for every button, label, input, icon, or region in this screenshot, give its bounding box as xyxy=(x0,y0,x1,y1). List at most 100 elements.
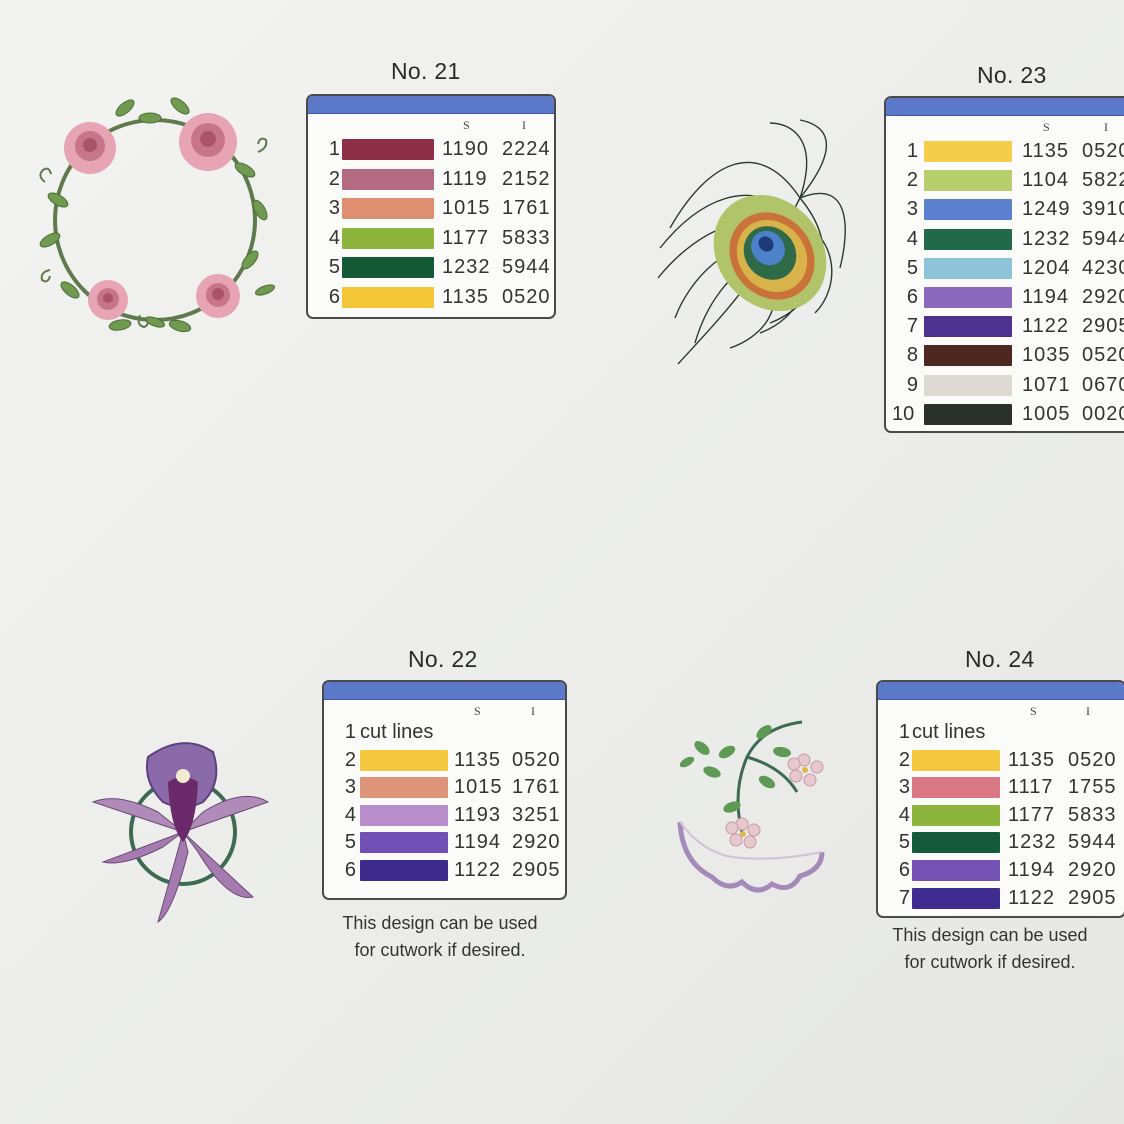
s-thread-code: 1117 xyxy=(1008,776,1054,799)
s-thread-code: 1135 xyxy=(442,285,490,308)
thread-color-swatch xyxy=(912,860,1000,881)
thread-color-swatch xyxy=(924,199,1012,221)
thread-color-swatch xyxy=(924,403,1012,425)
chart-header-band xyxy=(324,682,565,700)
cutwork-note-line2: for cutwork if desired. xyxy=(904,952,1076,972)
cutwork-note-line2: for cutwork if desired. xyxy=(354,940,526,960)
design-title-24: No. 24 xyxy=(965,646,1035,672)
i-thread-code: 1761 xyxy=(512,776,561,799)
s-thread-code: 1190 xyxy=(442,138,490,160)
thread-color-swatch xyxy=(342,257,434,278)
i-thread-code: 2920 xyxy=(1068,859,1117,881)
thread-color-swatch xyxy=(342,139,434,160)
i-thread-code: 2920 xyxy=(1082,286,1124,308)
i-thread-code: 0520 xyxy=(512,748,561,771)
table-row: 6 1135 0520 xyxy=(308,284,554,311)
thread-color-swatch xyxy=(924,141,1012,162)
row-number: 1 xyxy=(906,140,918,162)
row-number: 2 xyxy=(344,748,356,771)
thread-color-swatch xyxy=(360,860,448,881)
rose-wreath-embroidery-icon xyxy=(39,97,275,333)
s-thread-code: 1015 xyxy=(454,776,503,799)
table-row: 1 cut lines xyxy=(878,719,1124,746)
thread-color-swatch xyxy=(342,286,434,308)
design-title-21: No. 21 xyxy=(391,58,461,84)
chart-header-band xyxy=(308,96,554,114)
thread-color-chart-22: S I 1 cut lines 2 1135 0520 3 1015 1761 4 1193 3251 5… xyxy=(322,680,567,900)
table-row: 5 1232 5944 xyxy=(308,254,554,281)
s-thread-code: 1122 xyxy=(1008,886,1056,909)
s-thread-code: 1122 xyxy=(454,859,502,881)
i-thread-code: 2224 xyxy=(502,138,551,160)
row-number: 9 xyxy=(906,373,918,396)
row-number: 5 xyxy=(898,831,910,854)
s-thread-code: 1135 xyxy=(1022,140,1070,162)
s-thread-code: 1194 xyxy=(454,831,502,854)
s-thread-code: 1015 xyxy=(442,197,491,219)
cut-lines-label: cut lines xyxy=(912,721,986,743)
s-thread-code: 1249 xyxy=(1022,198,1071,221)
thread-color-swatch xyxy=(360,832,448,854)
table-row: 2 1119 2152 xyxy=(308,166,554,193)
row-number: 8 xyxy=(906,344,918,367)
row-number: 3 xyxy=(906,198,918,221)
table-row: 6 1194 2920 xyxy=(878,857,1124,884)
table-row: 4 1193 3251 xyxy=(324,802,565,829)
row-number: 4 xyxy=(328,226,340,249)
s-thread-code: 1071 xyxy=(1022,373,1071,396)
s-thread-code: 1204 xyxy=(1022,256,1071,279)
table-row: 4 1232 5944 xyxy=(886,226,1124,253)
s-thread-code: 1232 xyxy=(442,256,491,278)
cutwork-note-24: This design can be used for cutwork if d… xyxy=(880,922,1100,976)
table-row: 1 cut lines xyxy=(324,719,565,746)
table-row: 7 1122 2905 xyxy=(878,885,1124,912)
cutwork-note-line1: This design can be used xyxy=(892,925,1088,945)
row-number: 4 xyxy=(906,227,918,250)
thread-color-swatch xyxy=(924,345,1012,367)
thread-color-chart-24: S I 1 cut lines 2 1135 0520 3 1117 1755 4 1177 5833 5… xyxy=(876,680,1124,918)
row-number: 5 xyxy=(906,256,918,279)
design-title-23: No. 23 xyxy=(977,62,1047,88)
column-header-i: I xyxy=(1104,120,1108,134)
row-number: 6 xyxy=(906,286,918,308)
i-thread-code: 3910 xyxy=(1082,198,1124,221)
i-thread-code: 0520 xyxy=(1082,140,1124,162)
s-thread-code: 1177 xyxy=(442,226,490,249)
table-row: 3 1015 1761 xyxy=(308,195,554,222)
thread-color-swatch xyxy=(924,228,1012,250)
thread-color-swatch xyxy=(342,168,434,190)
table-row: 5 1204 4230 xyxy=(886,255,1124,282)
chart-header-band xyxy=(878,682,1124,700)
table-row: 1 1190 2224 xyxy=(308,136,554,163)
row-number: 2 xyxy=(328,167,340,190)
table-row: 3 1249 3910 xyxy=(886,196,1124,223)
row-number: 7 xyxy=(898,886,910,909)
column-header-i: I xyxy=(1086,704,1090,718)
i-thread-code: 1755 xyxy=(1068,776,1117,799)
row-number: 10 xyxy=(892,402,915,425)
thread-color-swatch xyxy=(912,804,1000,826)
i-thread-code: 0020 xyxy=(1082,402,1124,425)
i-thread-code: 5944 xyxy=(1082,227,1124,250)
i-thread-code: 2905 xyxy=(1068,886,1117,909)
thread-color-swatch xyxy=(342,198,434,219)
i-thread-code: 0520 xyxy=(502,285,551,308)
row-number: 6 xyxy=(328,285,340,308)
table-row: 2 1135 0520 xyxy=(324,747,565,774)
thread-color-swatch xyxy=(360,777,448,799)
table-row: 5 1232 5944 xyxy=(878,829,1124,856)
column-header-i: I xyxy=(522,118,526,132)
table-row: 6 1194 2920 xyxy=(886,284,1124,311)
row-number: 4 xyxy=(344,803,356,826)
s-thread-code: 1194 xyxy=(1008,859,1056,881)
column-header-s: S xyxy=(1043,120,1050,134)
table-row: 2 1135 0520 xyxy=(878,747,1124,774)
row-number: 5 xyxy=(328,256,340,278)
table-row: 5 1194 2920 xyxy=(324,829,565,856)
row-number: 5 xyxy=(344,831,356,854)
s-thread-code: 1193 xyxy=(454,803,502,826)
thread-color-swatch xyxy=(924,287,1012,308)
row-number: 2 xyxy=(898,748,910,771)
row-number: 3 xyxy=(344,776,356,799)
i-thread-code: 5833 xyxy=(502,226,551,249)
